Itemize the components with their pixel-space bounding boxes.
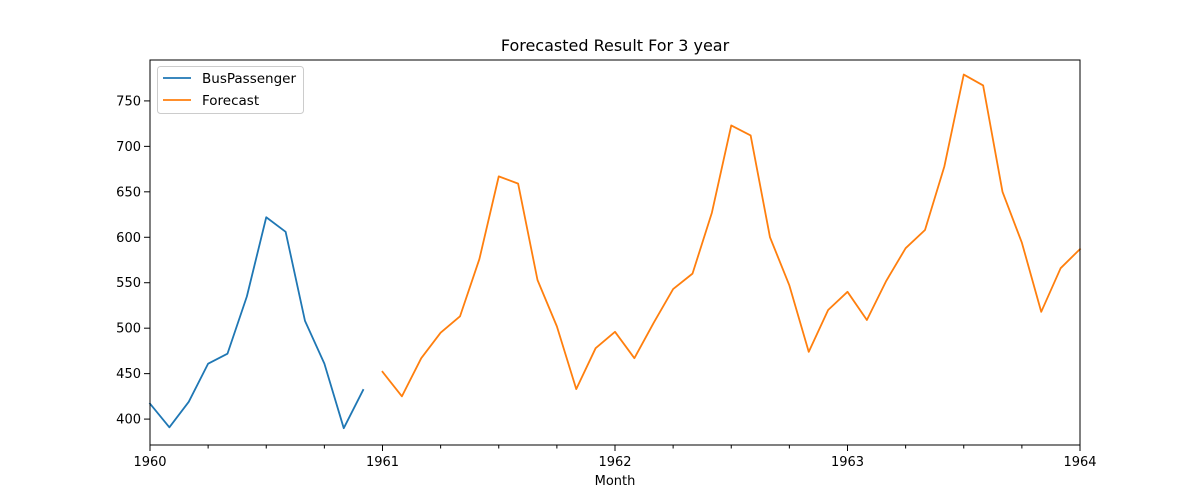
legend: BusPassenger Forecast [157, 66, 304, 114]
y-tick-label: 700 [116, 140, 141, 155]
chart-title: Forecasted Result For 3 year [501, 36, 730, 55]
x-tick-label: 1962 [598, 455, 631, 470]
x-tick-label: 1964 [1063, 455, 1096, 470]
series-layer [148, 73, 1082, 430]
data-point-forecast [614, 331, 616, 333]
data-point-forecast [692, 273, 694, 275]
series-line-buspassenger [148, 216, 365, 430]
legend-entries: BusPassenger Forecast [163, 71, 296, 109]
data-point-forecast [847, 291, 849, 293]
data-point-buspassenger [207, 363, 209, 365]
data-point-buspassenger [227, 353, 229, 355]
y-axis: 400 450 500 550 600 650 700 750 [116, 94, 150, 428]
data-point-forecast [420, 357, 422, 359]
plot-background [150, 60, 1080, 445]
data-point-forecast [730, 124, 732, 126]
data-point-forecast [595, 347, 597, 349]
data-point-forecast [478, 258, 480, 260]
y-tick-label: 400 [116, 413, 141, 428]
data-point-forecast [498, 175, 500, 177]
data-point-buspassenger [265, 216, 267, 218]
y-tick-label: 550 [116, 276, 141, 291]
data-point-forecast [1060, 267, 1062, 269]
data-point-forecast [943, 165, 945, 167]
legend-label-buspassenger: BusPassenger [202, 71, 296, 87]
x-tick-label: 1963 [831, 455, 864, 470]
data-point-buspassenger [343, 427, 345, 429]
data-point-forecast [401, 395, 403, 397]
data-point-forecast [382, 371, 384, 373]
y-tick-label: 750 [116, 94, 141, 109]
series-line-forecast [381, 73, 1082, 398]
data-point-buspassenger [285, 231, 287, 233]
x-axis: 1960 1961 1962 1963 1964 [133, 445, 1097, 470]
data-point-forecast [672, 288, 674, 290]
data-point-forecast [769, 236, 771, 238]
data-point-forecast [459, 315, 461, 317]
data-point-forecast [808, 351, 810, 353]
legend-box [157, 66, 304, 114]
data-point-forecast [575, 388, 577, 390]
data-point-forecast [827, 309, 829, 311]
y-tick-label: 450 [116, 367, 141, 382]
y-tick-label: 650 [116, 185, 141, 200]
data-point-buspassenger [323, 363, 325, 365]
data-point-forecast [1021, 242, 1023, 244]
legend-label-forecast: Forecast [202, 93, 259, 109]
x-axis-label: Month [595, 474, 636, 489]
data-point-buspassenger [362, 389, 364, 391]
data-point-buspassenger [246, 295, 248, 297]
plot-area [148, 59, 1082, 446]
data-point-buspassenger [188, 401, 190, 403]
data-point-forecast [963, 74, 965, 76]
data-point-forecast [924, 229, 926, 231]
data-point-forecast [905, 247, 907, 249]
data-point-forecast [440, 332, 442, 334]
data-point-forecast [788, 284, 790, 286]
data-point-forecast [633, 357, 635, 359]
data-point-buspassenger [168, 426, 170, 428]
data-point-forecast [537, 279, 539, 281]
data-point-forecast [982, 84, 984, 86]
data-point-forecast [866, 319, 868, 321]
data-point-forecast [556, 325, 558, 327]
y-tick-label: 500 [116, 322, 141, 337]
data-point-forecast [1040, 311, 1042, 313]
data-point-forecast [653, 322, 655, 324]
x-tick-label: 1961 [366, 455, 399, 470]
data-point-buspassenger [304, 320, 306, 322]
data-point-forecast [1002, 191, 1004, 193]
x-tick-label: 1960 [133, 455, 166, 470]
y-tick-label: 600 [116, 231, 141, 246]
data-point-forecast [517, 183, 519, 185]
data-point-forecast [885, 280, 887, 282]
data-point-forecast [711, 212, 713, 214]
data-point-forecast [750, 134, 752, 136]
